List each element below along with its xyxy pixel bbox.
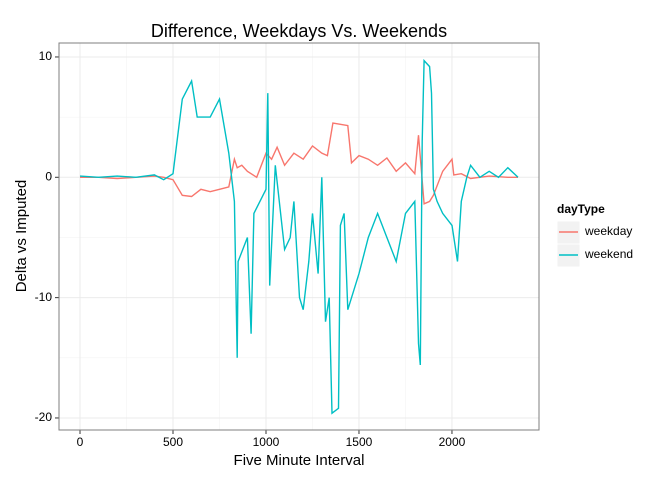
- plot-border: [58, 42, 540, 431]
- x-tick-label: 500: [163, 435, 183, 449]
- series-line: [79, 58, 519, 415]
- chart-title: Difference, Weekdays Vs. Weekends: [151, 21, 447, 41]
- x-tick-label: 1500: [346, 435, 373, 449]
- y-tick-label: 10: [39, 49, 53, 63]
- x-axis-title: Five Minute Interval: [234, 452, 365, 469]
- x-tick-label: 0: [77, 435, 84, 449]
- x-tick-label: 1000: [253, 435, 280, 449]
- y-axis-title: Delta vs Imputed: [13, 180, 30, 293]
- x-tick-label: 2000: [439, 435, 466, 449]
- y-tick-label: -10: [35, 290, 53, 304]
- y-tick-label: 0: [45, 169, 52, 183]
- series-line: [80, 122, 518, 205]
- legend-label: weekday: [584, 224, 632, 238]
- legend-label: weekend: [584, 247, 633, 261]
- legend-title: dayType: [557, 202, 605, 216]
- y-tick-label: -20: [35, 410, 53, 424]
